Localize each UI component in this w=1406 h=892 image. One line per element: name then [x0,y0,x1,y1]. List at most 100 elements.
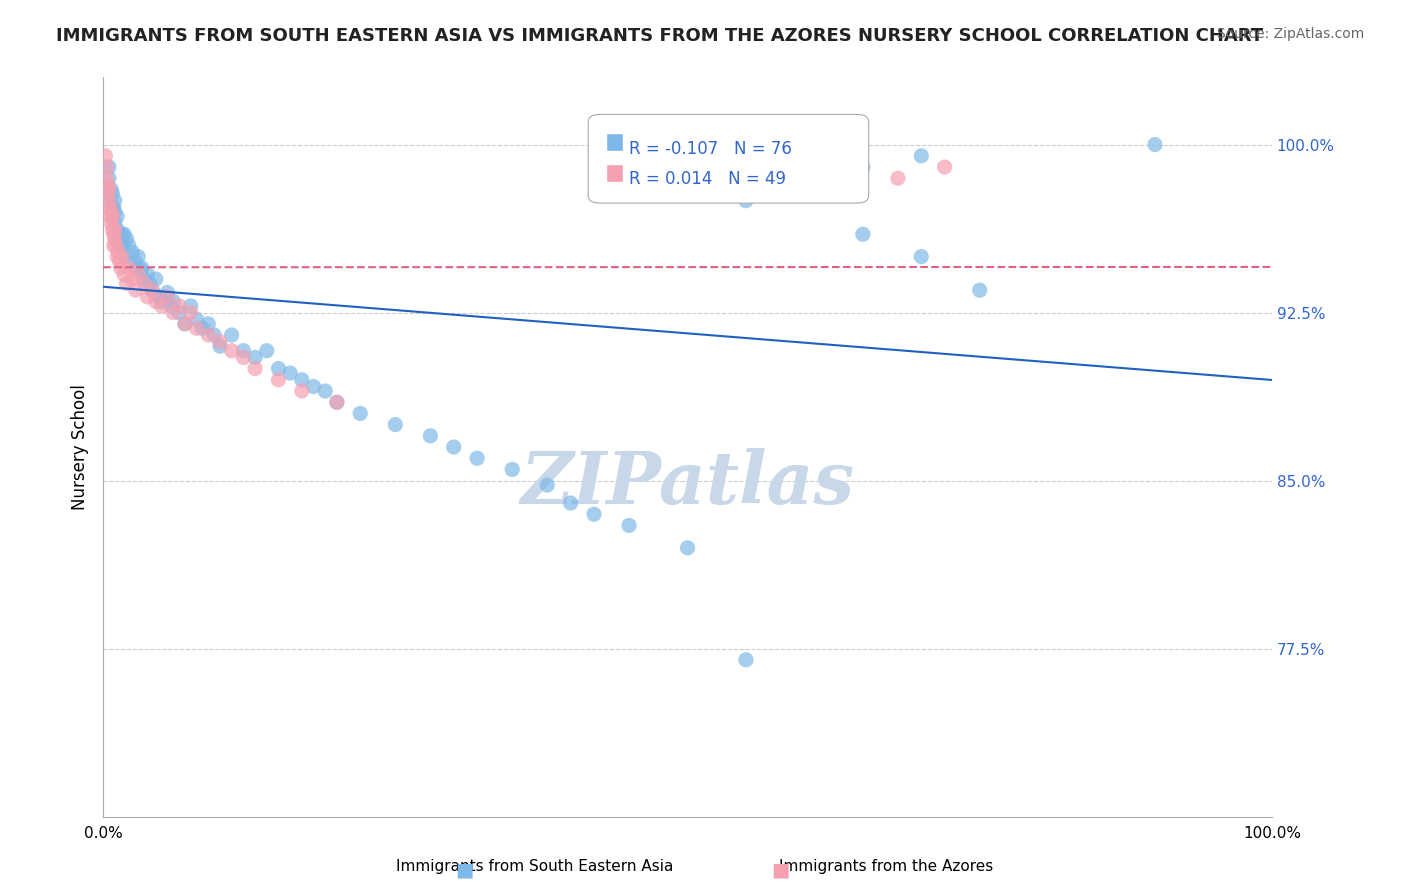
Point [560,496,582,510]
Point [96,171,118,186]
Point [145,294,167,309]
Text: Source: ZipAtlas.com: Source: ZipAtlas.com [1216,27,1364,41]
Point [98,160,121,174]
FancyBboxPatch shape [606,133,623,152]
Point [98,210,121,224]
Point [197,328,219,343]
Point [132,277,155,291]
Point [267,361,290,376]
Point [156,285,179,300]
Point [910,250,932,264]
Point [98,171,121,186]
Point [129,263,152,277]
Point [136,268,159,282]
Point [124,254,146,268]
Point [148,290,170,304]
Point [111,250,134,264]
Point [111,238,134,252]
FancyBboxPatch shape [588,114,869,203]
Point [100,204,122,219]
Point [98,200,121,214]
Point [121,245,143,260]
Point [101,186,124,201]
Point [121,272,143,286]
Point [118,260,141,275]
Point [107,227,129,242]
Point [349,406,371,420]
Point [1143,137,1166,152]
Point [104,194,127,208]
Point [735,194,758,208]
Point [465,451,488,466]
Point [735,653,758,667]
Point [145,272,167,286]
Point [108,232,131,246]
Point [536,478,558,492]
Text: ■: ■ [454,860,474,880]
Point [104,216,127,230]
Point [101,204,124,219]
Point [118,238,141,252]
Point [136,290,159,304]
Point [910,149,932,163]
Point [793,182,815,196]
Point [582,507,605,521]
Point [98,194,121,208]
Point [110,238,132,252]
Point [104,204,127,219]
Point [443,440,465,454]
Point [243,351,266,365]
FancyBboxPatch shape [606,164,623,182]
Point [104,232,127,246]
Point [167,305,190,319]
Point [501,462,523,476]
Point [326,395,349,409]
Point [105,250,128,264]
Text: R = 0.014   N = 49: R = 0.014 N = 49 [628,169,786,188]
Point [127,250,149,264]
Point [112,227,135,242]
Point [141,283,163,297]
Point [103,238,125,252]
Point [110,260,132,275]
Point [291,373,314,387]
Point [291,384,314,398]
Point [100,216,122,230]
Point [107,245,129,260]
Point [96,160,118,174]
Point [94,149,117,163]
Point [852,227,875,242]
Point [326,395,349,409]
Point [97,178,120,192]
Point [208,334,231,349]
Point [160,299,183,313]
Point [232,343,254,358]
Point [150,299,173,313]
Point [112,268,135,282]
Point [221,328,243,343]
Point [162,294,184,309]
Point [103,200,125,214]
Point [278,366,301,380]
Text: ZIPatlas: ZIPatlas [520,449,855,519]
Point [105,210,128,224]
Point [167,299,190,313]
Point [125,283,148,297]
Point [174,317,197,331]
Text: ■: ■ [770,860,790,880]
Point [419,429,441,443]
Point [111,227,134,242]
Point [180,299,202,313]
Point [243,361,266,376]
Point [267,373,290,387]
Point [186,321,208,335]
Point [101,223,124,237]
Point [162,305,184,319]
Point [617,518,640,533]
Point [104,223,127,237]
Text: Immigrants from the Azores: Immigrants from the Azores [779,859,993,874]
Point [202,328,225,343]
Text: Immigrants from South Eastern Asia: Immigrants from South Eastern Asia [395,859,673,874]
Point [97,186,120,201]
Point [125,260,148,275]
